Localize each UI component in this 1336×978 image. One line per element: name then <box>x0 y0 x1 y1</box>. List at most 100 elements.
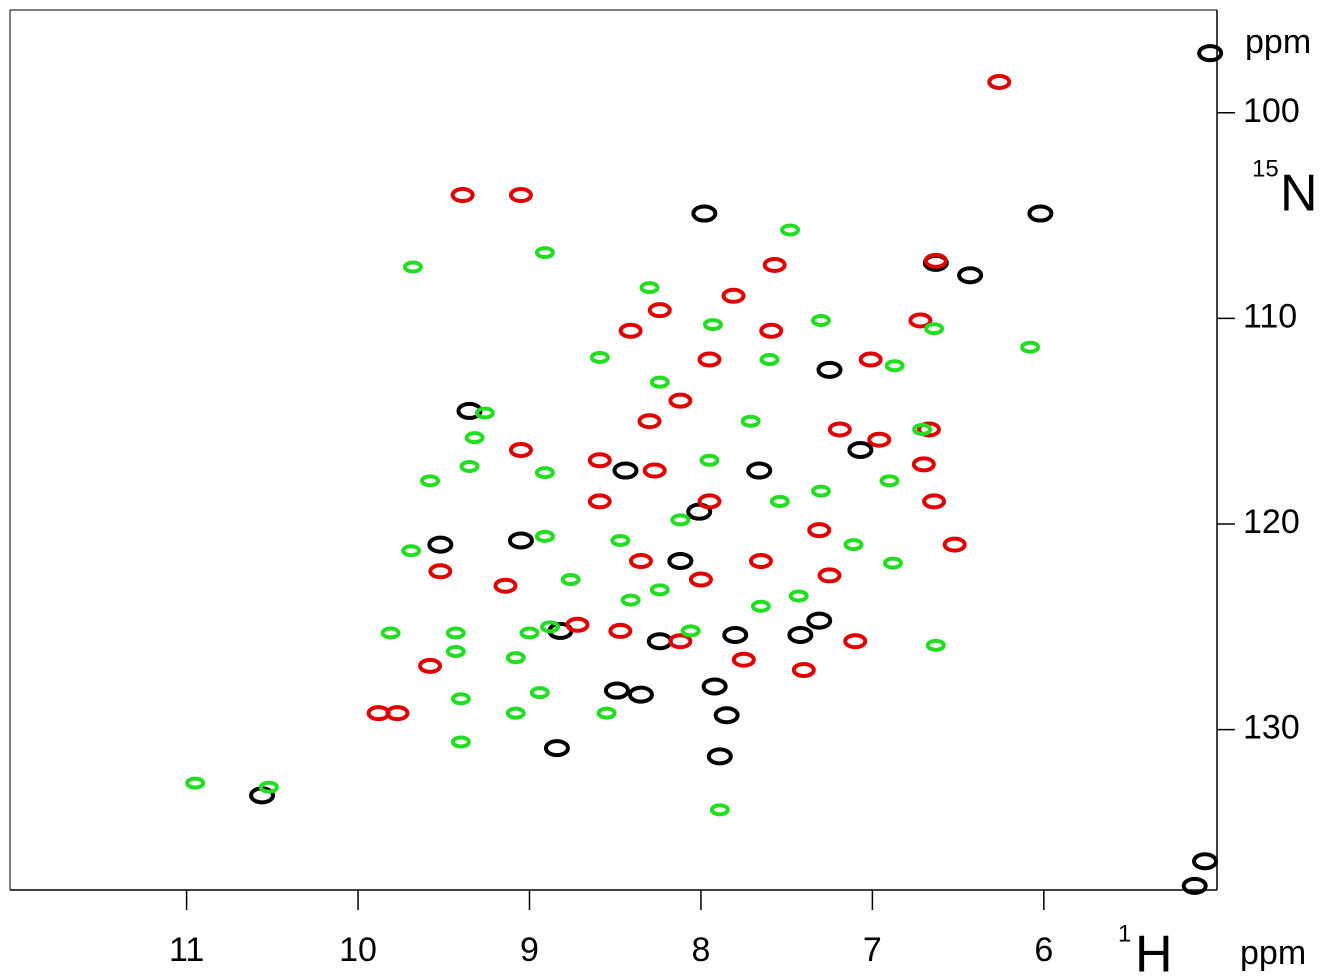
peak <box>810 313 831 327</box>
peak <box>879 474 900 488</box>
peak <box>596 706 617 720</box>
peak <box>680 624 701 638</box>
peak <box>1020 340 1041 354</box>
peak <box>445 644 466 658</box>
peak <box>380 626 401 640</box>
x-tick-label: 8 <box>691 931 710 969</box>
peak <box>627 685 654 704</box>
peak <box>402 260 423 274</box>
x-unit: ppm <box>1240 934 1306 972</box>
y-tick-label: 130 <box>1243 709 1300 747</box>
peak <box>923 252 948 269</box>
x-tick-label: 6 <box>1034 931 1053 969</box>
peak <box>817 567 842 584</box>
peak <box>922 493 947 510</box>
y-tick-label: 110 <box>1243 297 1297 335</box>
peak <box>612 461 639 480</box>
peak <box>646 632 673 651</box>
peak <box>746 461 773 480</box>
peak <box>810 484 831 498</box>
y-mass: 15 <box>1252 155 1279 182</box>
peak <box>587 452 612 469</box>
peak <box>925 638 946 652</box>
peak <box>791 662 816 678</box>
peak <box>185 776 206 790</box>
peak <box>608 622 633 639</box>
peak <box>884 359 905 373</box>
x-tick-label: 7 <box>863 931 882 969</box>
peak <box>534 246 555 260</box>
peak <box>505 706 526 720</box>
peak <box>957 266 984 285</box>
y-nucleus: N <box>1280 165 1318 223</box>
peak <box>762 256 787 273</box>
peak <box>258 780 279 794</box>
peak <box>587 493 612 510</box>
peak <box>649 375 670 389</box>
y-unit: ppm <box>1245 23 1311 61</box>
peak <box>987 73 1012 90</box>
peak <box>543 739 570 758</box>
peak <box>722 626 749 645</box>
peak <box>519 626 540 640</box>
peak <box>1181 876 1208 895</box>
peak <box>667 552 694 571</box>
peak <box>534 466 555 480</box>
peak <box>701 677 728 696</box>
peak <box>787 626 814 645</box>
peak <box>649 583 670 597</box>
peak <box>843 633 868 650</box>
peak <box>418 657 443 674</box>
peak <box>505 651 526 665</box>
peak <box>882 556 903 570</box>
peak <box>427 535 454 554</box>
peak <box>508 442 533 458</box>
peak <box>916 421 941 438</box>
peak <box>816 360 843 379</box>
peak <box>942 536 967 553</box>
peak <box>639 281 660 295</box>
peak <box>464 431 485 445</box>
peak <box>445 626 466 640</box>
peak <box>858 351 883 368</box>
peak <box>912 422 933 436</box>
peak <box>560 573 581 587</box>
x-tick-label: 10 <box>339 931 377 969</box>
peak <box>668 392 693 409</box>
x-tick-label: 9 <box>520 931 539 969</box>
peak <box>534 529 555 543</box>
peak <box>603 681 630 700</box>
peak <box>507 531 534 550</box>
peak <box>618 322 643 339</box>
peak <box>428 563 453 580</box>
peak <box>691 204 718 223</box>
peak <box>713 706 740 725</box>
peak <box>620 593 641 607</box>
peak <box>1027 204 1054 223</box>
peak <box>508 187 533 204</box>
peak <box>540 620 561 634</box>
peak <box>1197 44 1224 63</box>
peak <box>459 459 480 473</box>
peak <box>1191 852 1218 871</box>
peak <box>911 456 936 473</box>
peak <box>721 287 746 304</box>
peak <box>450 187 475 204</box>
peak <box>731 651 756 668</box>
peak <box>780 223 801 237</box>
peak <box>420 474 441 488</box>
x-nucleus: H <box>1135 926 1173 978</box>
peak <box>670 513 691 527</box>
peak <box>807 522 832 539</box>
peak <box>740 414 761 428</box>
peak <box>589 350 610 364</box>
peak <box>847 441 874 459</box>
peak <box>706 747 733 766</box>
peak <box>769 494 790 508</box>
peak <box>628 553 653 570</box>
peak <box>697 351 722 368</box>
y-tick-label: 120 <box>1243 503 1300 541</box>
peak <box>699 453 720 467</box>
peak <box>748 553 773 570</box>
